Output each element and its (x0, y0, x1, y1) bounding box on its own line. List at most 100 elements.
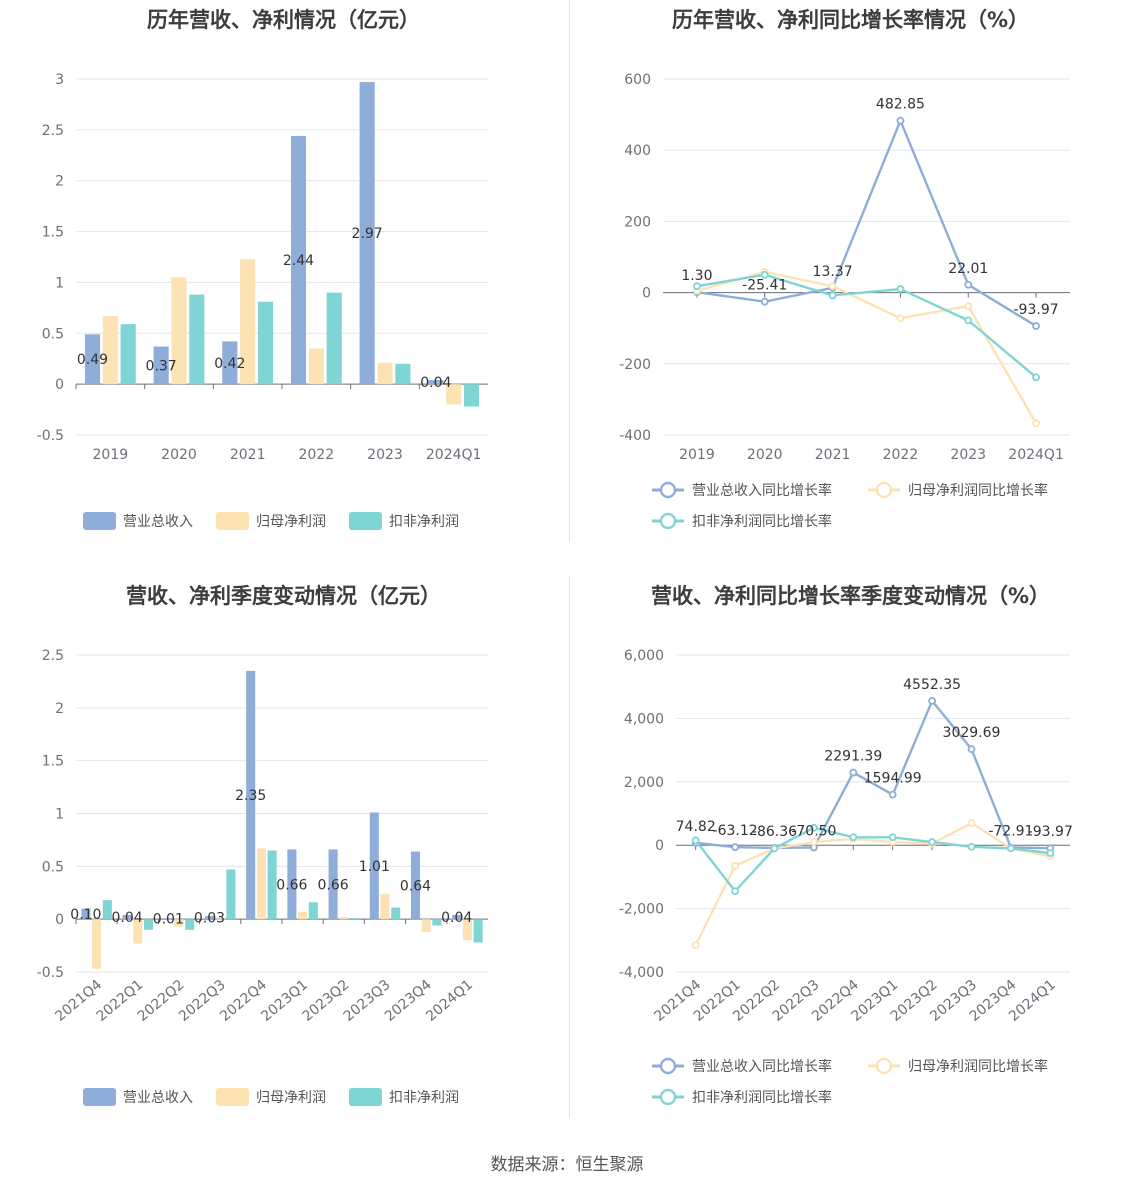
data-point-2 (760, 270, 769, 279)
legend-marker (659, 481, 677, 499)
bar-2 (226, 869, 236, 920)
bar-0 (81, 908, 91, 920)
data-point-2 (809, 823, 818, 832)
data-point-1 (828, 282, 837, 291)
legend-label: 扣非净利润同比增长率 (692, 1089, 832, 1106)
y-tick-label: 3 (55, 72, 64, 88)
legend-label: 营业总收入 (123, 514, 193, 530)
data-point-1 (809, 838, 818, 846)
panel-annual-revenue-profit: 历年营收、净利情况（亿元） 3 2.5 2 1.5 1 0.5 0 -0.5 2019 2020 2… (0, 0, 567, 576)
data-point-0 (1032, 322, 1040, 330)
data-point-2 (691, 836, 700, 845)
data-point-2 (964, 316, 973, 325)
data-label: 482.85 (876, 97, 925, 113)
x-tick-label: 2021 (230, 447, 266, 463)
panel-quarterly-revenue-profit: 营收、净利季度变动情况（亿元） 2.5 2 1.5 1 0.5 0 -0.5 2021Q4 20… (0, 576, 567, 1152)
bar-1 (377, 362, 393, 385)
y-tick-label: -200 (619, 357, 651, 373)
data-label: 1594.99 (864, 771, 922, 787)
y-tick-label: 2.5 (42, 123, 64, 139)
bar-1 (215, 919, 225, 920)
series-line-0 (695, 698, 1051, 850)
bar-1 (298, 911, 308, 920)
data-source: 数据来源：恒生聚源 (490, 1155, 644, 1175)
data-label: 0.04 (112, 910, 143, 926)
y-tick-label: 0 (55, 377, 64, 393)
bar-2 (432, 919, 442, 926)
bar-2 (120, 324, 136, 385)
bar-1 (446, 384, 462, 405)
chart-title: 营收、净利同比增长率季度变动情况（%） (650, 584, 1051, 608)
y-tick-label: 600 (624, 72, 651, 88)
vertical-divider-top (569, 0, 570, 542)
data-point-2 (828, 291, 837, 300)
bar-0 (328, 849, 338, 920)
data-point-2 (967, 842, 976, 851)
chart-title: 历年营收、净利同比增长率情况（%） (671, 8, 1030, 32)
x-tick-label: 2019 (679, 447, 715, 463)
data-label: 0.42 (214, 356, 245, 372)
series-line-2 (694, 826, 1051, 894)
y-tick-label: 1 (55, 275, 64, 291)
x-tick-label: 2019 (93, 447, 129, 463)
y-tick-label: -0.5 (37, 428, 64, 444)
series-line-1 (694, 821, 1051, 946)
data-label: 0.01 (153, 912, 184, 928)
y-tick-label: -2,000 (619, 902, 664, 918)
bar-0 (84, 334, 101, 385)
bar-0 (287, 849, 297, 920)
data-point-2 (1006, 844, 1015, 853)
data-label: 2.97 (352, 226, 383, 242)
y-tick-label: 0 (55, 912, 64, 928)
chart-title: 历年营收、净利情况（亿元） (147, 8, 420, 32)
x-tick-label: 2022 (299, 447, 335, 463)
bar-0 (246, 670, 256, 920)
legend-label: 扣非净利润同比增长率 (692, 513, 832, 530)
y-tick-label: 200 (624, 214, 651, 230)
data-point-2 (896, 285, 905, 293)
y-tick-label: 0.5 (42, 326, 64, 342)
data-point-1 (964, 302, 973, 311)
data-point-2 (770, 844, 779, 853)
x-tick-label: 2022 (883, 447, 919, 463)
data-label: -72.91 (988, 824, 1033, 840)
data-point-2 (1032, 373, 1040, 382)
bar-0 (204, 915, 215, 920)
data-label: 0.66 (276, 877, 307, 893)
bar-1 (256, 848, 266, 920)
legend-label: 归母净利润 (256, 1089, 326, 1106)
bar-0 (122, 914, 132, 920)
series-line-1 (696, 270, 1038, 424)
series-line-0 (696, 117, 1037, 328)
legend-marker (659, 512, 677, 530)
x-tick-label: 2023 (367, 447, 403, 463)
data-label: -86.36 (752, 824, 797, 840)
data-point-2 (888, 833, 897, 842)
x-tick-label: 2023 (950, 447, 986, 463)
data-point-0 (967, 745, 976, 754)
x-tick-label: 2024Q1 (1008, 447, 1064, 463)
data-point-0 (731, 843, 740, 852)
legend-label: 扣非净利润 (389, 1090, 459, 1106)
data-label: 13.37 (813, 264, 853, 280)
data-label: -70.50 (791, 823, 836, 839)
data-label: -93.97 (1028, 824, 1073, 840)
x-tick-label: 2021 (815, 447, 851, 463)
bar-2 (143, 919, 154, 930)
data-point-0 (896, 116, 905, 125)
data-label: -25.41 (742, 278, 787, 294)
data-point-0 (888, 790, 897, 799)
bar-1 (380, 893, 390, 920)
data-label: 0.66 (318, 877, 349, 893)
data-label: 0.64 (400, 878, 431, 894)
bar-2 (463, 384, 480, 407)
bar-1 (240, 259, 256, 385)
data-point-2 (731, 887, 740, 896)
panel-quarterly-growth-rate: 营收、净利同比增长率季度变动情况（%） 6,000 4,000 2,000 0 -2,0… (567, 576, 1134, 1152)
data-label: 22.01 (948, 261, 988, 277)
bar-0 (290, 135, 307, 385)
bar-1 (308, 348, 324, 385)
data-label: -63.12 (713, 823, 758, 839)
bar-0 (410, 851, 421, 920)
data-label: -93.97 (1014, 302, 1059, 318)
